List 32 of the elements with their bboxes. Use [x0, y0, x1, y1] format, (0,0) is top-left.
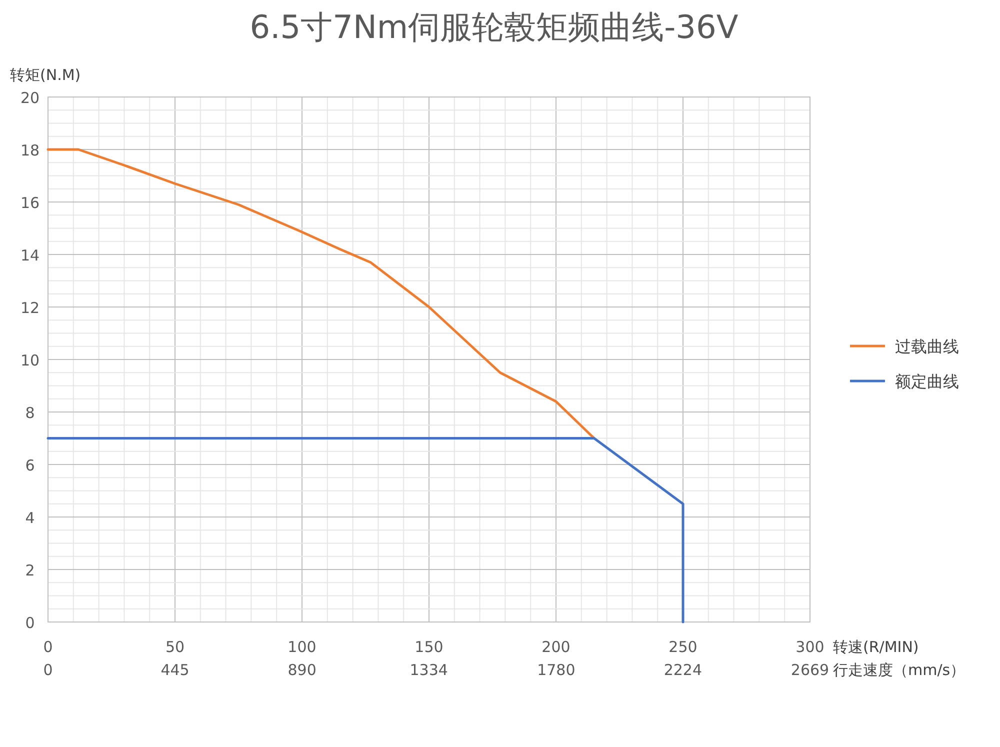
y-tick-label: 2: [25, 562, 35, 580]
line-series: [46, 148, 596, 440]
y-tick-label: 0: [25, 614, 35, 632]
x-tick-label: 50: [165, 638, 185, 656]
x2-tick-label: 890: [288, 661, 316, 679]
x2-tick-label: 445: [160, 661, 190, 679]
x2-tick-label: 1780: [537, 661, 576, 679]
x2-tick-label: 2224: [664, 661, 702, 679]
y-axis-title: 转矩(N.M): [10, 66, 81, 84]
y-tick-label: 12: [20, 299, 40, 317]
y-tick-label: 16: [20, 194, 40, 212]
y-tick-label: 6: [25, 456, 35, 474]
x2-tick-label: 2669: [790, 661, 830, 679]
legend-label: 额定曲线: [895, 372, 959, 391]
x-tick-label: 300: [796, 638, 824, 656]
x-tick-label: 100: [288, 638, 316, 656]
y-tick-label: 18: [20, 142, 40, 160]
x2-axis-title: 行走速度（mm/s）: [833, 661, 966, 679]
y-tick-label: 10: [20, 352, 40, 370]
x2-tick-label: 0: [43, 661, 53, 679]
x-tick-label: 150: [414, 638, 444, 656]
y-tick-label: 4: [25, 509, 35, 527]
y-tick-label: 20: [20, 89, 40, 107]
x-tick-label: 0: [43, 638, 53, 656]
x-tick-label: 200: [542, 638, 570, 656]
x2-tick-label: 1334: [410, 661, 448, 679]
legend-label: 过载曲线: [895, 337, 959, 356]
y-tick-label: 14: [20, 246, 40, 264]
x-tick-label: 250: [668, 638, 698, 656]
x-axis-title: 转速(R/MIN): [833, 638, 919, 656]
chart-title: 6.5寸7Nm伺服轮毂矩频曲线-36V: [250, 8, 738, 46]
y-tick-label: 8: [25, 404, 35, 422]
